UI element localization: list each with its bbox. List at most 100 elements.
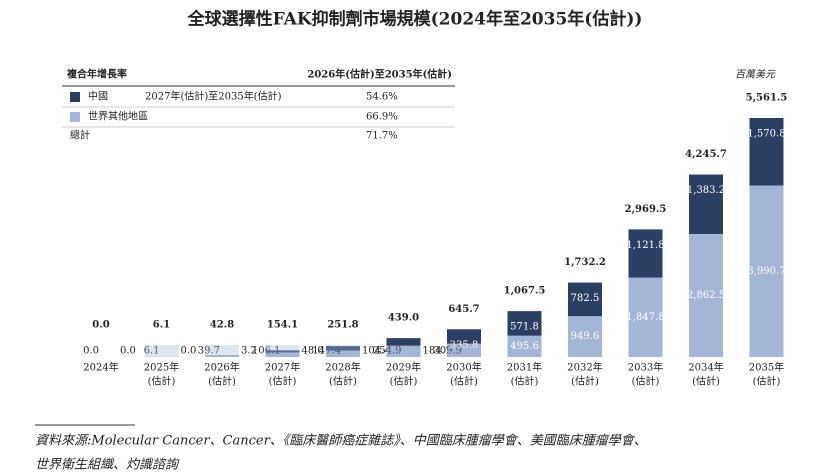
bar-segment (205, 355, 239, 357)
value-label: 1,383.2 (687, 185, 725, 196)
x-tick-label: 2032年 (567, 361, 602, 374)
value-label: 782.5 (571, 293, 600, 304)
value-label: 571.8 (510, 322, 539, 333)
chart-title: 全球選擇性FAK抑制劑市場規模(2024年至2035年(估計)) (187, 9, 643, 30)
bar-segment (628, 229, 663, 278)
x-tick-label: 2033年 (628, 361, 663, 374)
bar-segment (326, 350, 360, 357)
x-tick-label: (估計) (208, 375, 236, 388)
source-text: 資料來源:Molecular Cancer、Cancer、《臨床醫師癌症雜誌》、… (35, 433, 647, 449)
bar-segment (628, 277, 663, 357)
bar-segment (386, 346, 421, 357)
total-label: 1,732.2 (564, 257, 606, 268)
value-label: 254.9 (373, 346, 402, 357)
value-label: 495.6 (510, 341, 539, 352)
legend-swatch (70, 92, 80, 102)
x-tick-label: 2024年 (83, 361, 118, 374)
value-label: 147.4 (312, 346, 341, 357)
x-tick-label: 2028年 (325, 361, 360, 374)
total-label: 4,245.7 (685, 149, 727, 160)
bar-base (326, 345, 360, 357)
table-cell: 54.6% (366, 92, 398, 103)
source-text: 世界衛生組織、灼識諮詢 (35, 458, 180, 473)
x-tick-label: (估計) (148, 375, 176, 388)
x-tick-label: (估計) (632, 375, 660, 388)
bar-segment (265, 352, 300, 357)
value-label: 1,121.8 (626, 240, 664, 251)
x-tick-label: (估計) (390, 375, 418, 388)
value-label: 6.1 (144, 346, 160, 357)
bar-segment (749, 118, 784, 186)
total-label: 6.1 (153, 320, 170, 331)
value-label: 48.0 (302, 346, 324, 357)
legend-label: 世界其他地區 (88, 110, 148, 123)
bar-segment (265, 350, 300, 353)
table-cell: 71.7% (366, 131, 398, 142)
value-label: 1,570.8 (747, 129, 785, 140)
x-tick-label: 2034年 (688, 361, 723, 374)
x-tick-label: (估計) (511, 375, 539, 388)
x-tick-label: 2031年 (507, 361, 542, 374)
value-label: 309.9 (433, 346, 462, 357)
total-label: 2,969.5 (625, 204, 667, 215)
value-label: 335.8 (450, 340, 479, 351)
total-label: 439.0 (388, 313, 419, 324)
bar-base (386, 345, 421, 357)
bar-segment (447, 329, 481, 344)
bar-base (265, 345, 300, 357)
table-cell: 66.9% (366, 112, 398, 123)
x-tick-label: 2026年 (204, 361, 239, 374)
x-tick-label: (估計) (692, 375, 720, 388)
value-label: 104.4 (362, 346, 391, 357)
table-cell: 2027年(估計)至2035年(估計) (145, 90, 282, 103)
bar-segment (568, 316, 602, 357)
total-label: 42.8 (210, 320, 234, 331)
table-cell: 總計 (70, 129, 90, 142)
value-label: 0.0 (83, 346, 99, 357)
bar-base (144, 345, 179, 357)
x-tick-label: (估計) (753, 375, 781, 388)
value-label: 1,847.8 (626, 312, 664, 323)
total-label: 0.0 (92, 320, 109, 331)
legend-swatch (70, 112, 80, 122)
value-label: 39.7 (198, 346, 220, 357)
cagr-table: 複合年增長率 2026年(估計)至2035年(估計) 中國 2027年(估計)至… (62, 68, 455, 142)
bar-segment (689, 233, 723, 357)
legend-label: 中國 (88, 90, 108, 103)
value-label: 2,862.5 (687, 290, 725, 301)
bar-segment (447, 343, 481, 357)
table-header: 複合年增長率 (66, 68, 127, 81)
bar-base (447, 345, 481, 357)
x-tick-label: (估計) (450, 375, 478, 388)
bar-segment (507, 311, 542, 336)
table-header: 2026年(估計)至2035年(估計) (307, 68, 452, 81)
x-tick-label: 2027年 (265, 361, 300, 374)
value-label: 3,990.7 (747, 266, 785, 277)
x-tick-label: 2029年 (386, 361, 421, 374)
x-tick-label: 2025年 (144, 361, 179, 374)
value-label: 949.6 (571, 331, 600, 342)
x-tick-label: (估計) (269, 375, 297, 388)
unit-label: 百萬美元 (735, 69, 776, 81)
total-label: 1,067.5 (504, 286, 546, 297)
value-label: 0.0 (181, 346, 197, 357)
x-tick-label: 2035年 (749, 361, 784, 374)
bar-segment (326, 346, 360, 351)
total-label: 645.7 (448, 304, 479, 315)
total-label: 5,561.5 (746, 93, 788, 104)
value-label: 3.2 (241, 346, 257, 357)
bar-segment (689, 174, 723, 234)
total-label: 251.8 (327, 320, 358, 331)
bar-segment (568, 282, 602, 317)
bar-base (205, 345, 239, 357)
x-tick-label: (估計) (571, 375, 599, 388)
value-label: 184.1 (423, 346, 452, 357)
x-tick-label: 2030年 (446, 361, 481, 374)
bar-segment (386, 338, 421, 347)
bar-segment (749, 185, 784, 357)
bar-segment (507, 335, 542, 357)
value-label: 0.0 (120, 346, 136, 357)
x-tick-label: (估計) (329, 375, 357, 388)
total-label: 154.1 (267, 320, 298, 331)
